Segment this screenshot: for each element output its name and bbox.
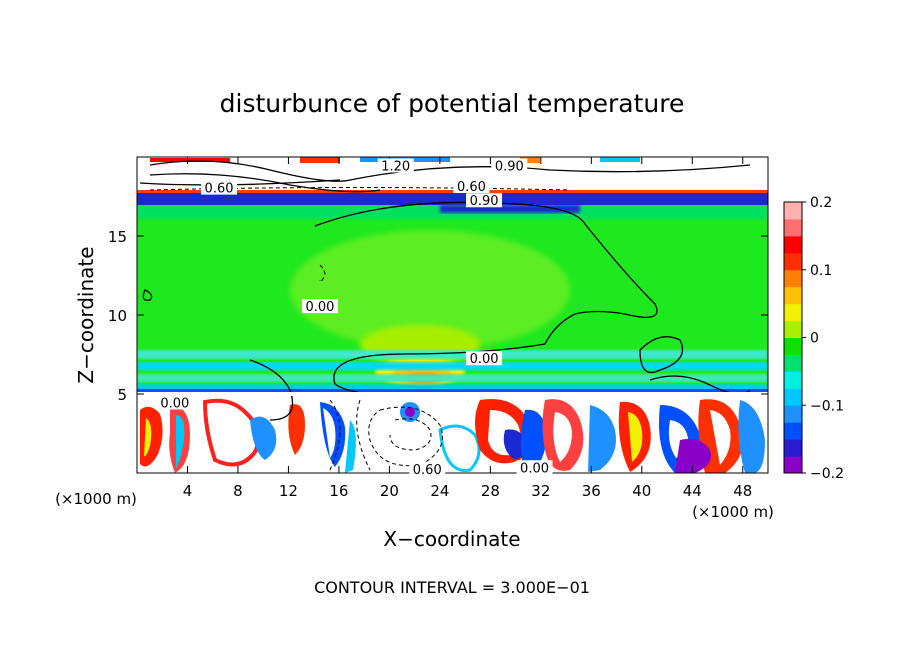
colorbar-swatch: [784, 354, 802, 372]
chart-title: disturbunce of potential temperature: [220, 89, 685, 118]
x-tick-label: 32: [531, 482, 550, 500]
contour-label: 0.90: [470, 194, 499, 209]
colorbar-swatch: [784, 405, 802, 423]
contour-label-bg: [516, 460, 553, 475]
contour-label-bg: [466, 193, 503, 208]
colorbar-swatch: [784, 286, 802, 305]
y-axis-ticks: 5 10 15: [108, 228, 768, 404]
contour-label-bg: [377, 158, 414, 173]
contour-label: 0.90: [495, 159, 524, 174]
colorbar-swatch: [784, 371, 802, 389]
colorbar-tick-label: −0.2: [810, 466, 844, 482]
contour-interval-note: CONTOUR INTERVAL = 3.000E−01: [314, 578, 590, 597]
colorbar-swatch: [784, 269, 802, 288]
contour-label-bg: [491, 158, 528, 173]
contour-label-bg: [201, 180, 238, 195]
colorbar-tick-label: 0: [810, 331, 819, 347]
x-tick-label: 40: [632, 482, 651, 500]
x-tick-label: 48: [733, 482, 752, 500]
colorbar: 0.2 0.1 0 −0.1 −0.2: [783, 195, 844, 482]
x-tick-label: 8: [233, 482, 243, 500]
colorbar-tick-label: −0.1: [810, 398, 844, 414]
contour-label: 0.60: [205, 182, 234, 197]
x-unit-left: (×1000 m): [55, 490, 137, 508]
contour-label-bg: [409, 461, 446, 476]
y-tick-label: 15: [108, 228, 127, 246]
y-tick-label: 10: [108, 307, 127, 325]
x-axis-ticks: 4 8 12 16 20 24 28 32 36 40 44 48: [183, 157, 752, 500]
colorbar-tick-label: 0.2: [810, 195, 832, 211]
colorbar-swatch: [784, 218, 802, 237]
contour-label-bg: [156, 395, 193, 410]
x-tick-label: 24: [430, 482, 449, 500]
y-axis-title: Z−coordinate: [74, 246, 98, 383]
colorbar-swatch: [784, 456, 802, 474]
contour-label-bg: [466, 351, 503, 366]
colorbar-swatch: [784, 388, 802, 406]
x-tick-label: 36: [582, 482, 601, 500]
contour-label-bg: [301, 299, 338, 314]
contour-label: 1.20: [381, 159, 410, 174]
contour-label: 0.00: [520, 461, 549, 476]
colorbar-swatch: [784, 235, 802, 254]
x-tick-label: 16: [329, 482, 348, 500]
y-tick-label: 5: [117, 386, 127, 404]
colorbar-swatch: [784, 320, 802, 338]
colorbar-tick-label: 0.1: [810, 263, 832, 279]
x-tick-label: 4: [183, 482, 193, 500]
colorbar-swatch: [784, 202, 802, 220]
contour-label: 0.00: [306, 300, 335, 315]
x-tick-label: 28: [481, 482, 500, 500]
colorbar-swatch: [784, 252, 802, 271]
contour-label-bg: [453, 179, 490, 194]
contour-label: 0.60: [413, 463, 442, 478]
contour-label: 0.00: [160, 396, 189, 411]
colorbar-swatch: [784, 422, 802, 440]
contour-label: 0.60: [457, 180, 486, 195]
colorbar-swatch: [784, 303, 802, 322]
contour-label: 0.00: [470, 352, 499, 367]
contour-labels: 1.200.600.900.900.600.000.000.60 0.000.00: [156, 158, 553, 478]
x-tick-label: 12: [279, 482, 298, 500]
x-tick-label: 44: [683, 482, 702, 500]
heatmap-field: [137, 157, 768, 473]
x-tick-label: 20: [380, 482, 399, 500]
colorbar-swatch: [784, 439, 802, 457]
colorbar-swatch: [784, 337, 802, 355]
x-axis-title: X−coordinate: [383, 527, 520, 551]
x-unit-right: (×1000 m): [692, 503, 774, 521]
